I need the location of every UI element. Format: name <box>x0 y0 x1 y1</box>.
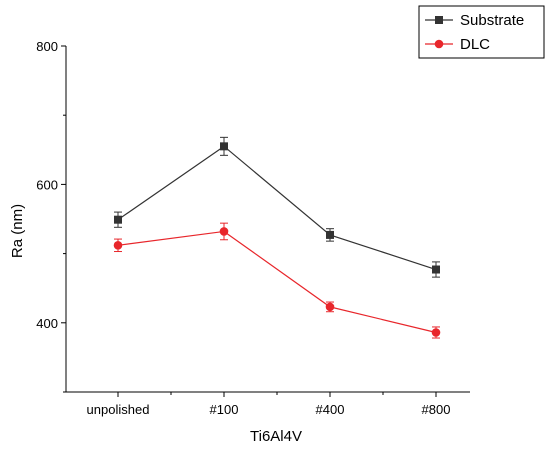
x-tick-label: #400 <box>316 402 345 417</box>
legend-box <box>418 5 545 59</box>
x-axis-title: Ti6Al4V <box>250 428 302 445</box>
data-point <box>219 227 229 236</box>
y-axis-title: Ra (nm) <box>9 204 26 258</box>
legend-item-dlc: DLC <box>425 36 490 53</box>
data-point <box>432 265 440 274</box>
legend-item-substrate: Substrate <box>425 12 524 29</box>
legend-marker <box>434 39 444 49</box>
data-point <box>114 215 122 224</box>
y-tick-label: 600 <box>36 177 58 192</box>
series-substrate <box>114 136 440 278</box>
data-point <box>113 240 123 250</box>
data-point <box>220 142 228 151</box>
legend-marker <box>435 16 443 24</box>
series-dlc <box>113 222 441 339</box>
tick-layer: 400 600 800 unpolished #100 #400 #800 <box>36 39 450 417</box>
data-point <box>325 302 335 312</box>
y-tick-label: 400 <box>36 316 58 331</box>
y-tick-label: 800 <box>36 39 58 54</box>
series-layer <box>113 136 441 339</box>
x-tick-label: unpolished <box>87 402 150 417</box>
legend-label: Substrate <box>460 12 524 29</box>
x-tick-label: #800 <box>422 402 451 417</box>
series-line <box>117 230 437 334</box>
legend: Substrate DLC <box>418 5 545 59</box>
axes <box>65 46 470 393</box>
x-tick-label: #100 <box>210 402 239 417</box>
data-point <box>326 230 334 239</box>
series-line <box>117 145 437 271</box>
legend-label: DLC <box>460 36 490 53</box>
data-point <box>431 328 441 337</box>
